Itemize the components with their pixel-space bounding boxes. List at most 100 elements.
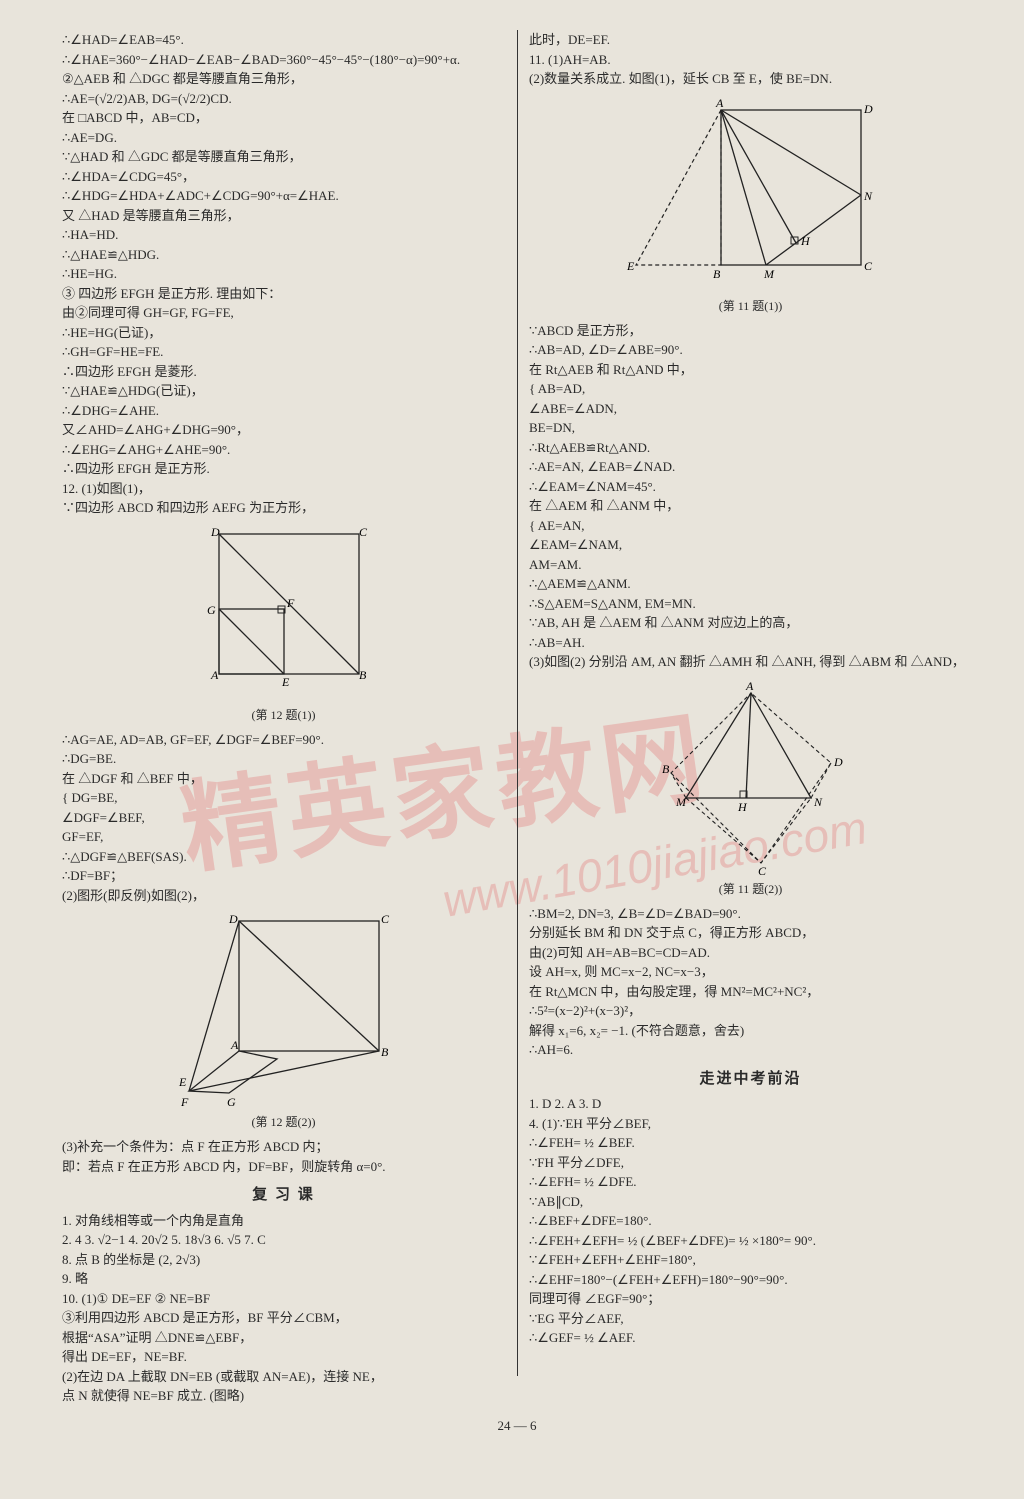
svg-text:C: C <box>359 525 368 539</box>
text-line: BE=DN, <box>529 418 972 438</box>
svg-text:C: C <box>864 259 873 273</box>
zk-item: 1. D 2. A 3. D <box>529 1094 972 1114</box>
text-line: ∵AB, AH 是 △AEM 和 △ANM 对应边上的高， <box>529 613 972 633</box>
svg-text:C: C <box>381 912 390 926</box>
figure-12-2: D C B A E F G <box>62 911 505 1111</box>
text-line: ∴∠HDG=∠HDA+∠ADC+∠CDG=90°+α=∠HAE. <box>62 186 505 206</box>
text-line: ∴∠HAD=∠EAB=45°. <box>62 30 505 50</box>
zk-item: ∴∠FEH+∠EFH= ½ (∠BEF+∠DFE)= ½ ×180°= 90°. <box>529 1231 972 1251</box>
text-line: ∴∠HAE=360°−∠HAD−∠EAB−∠BAD=360°−45°−45°−(… <box>62 50 505 70</box>
review-item: (2)在边 DA 上截取 DN=EB (或截取 AN=AE)，连接 NE， <box>62 1367 505 1387</box>
review-item: 10. (1)① DE=EF ② NE=BF <box>62 1289 505 1309</box>
text-line: ∵四边形 ABCD 和四边形 AEFG 为正方形， <box>62 498 505 518</box>
svg-text:B: B <box>713 267 721 281</box>
text-line: 设 AH=x, 则 MC=x−2, NC=x−3， <box>529 962 972 982</box>
text-line: ∠DGF=∠BEF, <box>62 808 505 828</box>
text-line: ∴HE=HG(已证)， <box>62 323 505 343</box>
review-heading: 复 习 课 <box>62 1184 505 1207</box>
text-line: 又 △HAD 是等腰直角三角形， <box>62 206 505 226</box>
zk-item: ∴∠FEH= ½ ∠BEF. <box>529 1133 972 1153</box>
svg-text:G: G <box>227 1095 236 1109</box>
figure-12-2-caption: (第 12 题(2)) <box>62 1113 505 1131</box>
text-line: ∴5²=(x−2)²+(x−3)²， <box>529 1001 972 1021</box>
svg-text:E: E <box>281 675 290 689</box>
zk-item: ∴∠BEF+∠DFE=180°. <box>529 1211 972 1231</box>
zk-item: ∴∠GEF= ½ ∠AEF. <box>529 1328 972 1348</box>
text-line: ∴GH=GF=HE=FE. <box>62 342 505 362</box>
svg-text:A: A <box>210 668 219 682</box>
text-line: ∴HA=HD. <box>62 225 505 245</box>
text-line: ∴△DGF≌△BEF(SAS). <box>62 847 505 867</box>
text-line: ∴HE=HG. <box>62 264 505 284</box>
zk-item: ∵FH 平分∠DFE, <box>529 1153 972 1173</box>
text-line: { AB=AD, <box>529 379 972 399</box>
text-line: 解得 x₁=6, x₂= −1. (不符合题意，舍去) <box>529 1021 972 1041</box>
text-line: ∴△HAE≌△HDG. <box>62 245 505 265</box>
review-item: 点 N 就使得 NE=BF 成立. (图略) <box>62 1386 505 1406</box>
text-line: ∴∠HDA=∠CDG=45°， <box>62 167 505 187</box>
svg-text:H: H <box>800 234 811 248</box>
text-line: { DG=BE, <box>62 788 505 808</box>
text-line: ∴Rt△AEB≌Rt△AND. <box>529 438 972 458</box>
zk-item: ∵EG 平分∠AEF, <box>529 1309 972 1329</box>
q12-header: 12. (1)如图(1)， <box>62 479 505 499</box>
svg-text:F: F <box>180 1095 189 1109</box>
text-line: ∴∠EAM=∠NAM=45°. <box>529 477 972 497</box>
text-line: ∴DG=BE. <box>62 749 505 769</box>
review-item: 9. 略 <box>62 1269 505 1289</box>
text-line: 由②同理可得 GH=GF, FG=FE, <box>62 303 505 323</box>
text-line: ∠EAM=∠NAM, <box>529 535 972 555</box>
review-item: 得出 DE=EF，NE=BF. <box>62 1347 505 1367</box>
text-line: ∵ABCD 是正方形， <box>529 321 972 341</box>
figure-12-1: A B C D E F G <box>62 524 505 704</box>
text-line: ∴四边形 EFGH 是菱形. <box>62 362 505 382</box>
svg-text:D: D <box>228 912 238 926</box>
text-line: ∴∠DHG=∠AHE. <box>62 401 505 421</box>
review-item: ③利用四边形 ABCD 是正方形，BF 平分∠CBM， <box>62 1308 505 1328</box>
svg-text:E: E <box>178 1075 187 1089</box>
text-line: 在 △DGF 和 △BEF 中， <box>62 769 505 789</box>
text-line: ∴AB=AH. <box>529 633 972 653</box>
zk-item: ∵AB∥CD, <box>529 1192 972 1212</box>
svg-text:C: C <box>758 864 767 878</box>
review-item: 8. 点 B 的坐标是 (2, 2√3) <box>62 1250 505 1270</box>
svg-text:H: H <box>737 800 748 814</box>
text-line: ∵△HAD 和 △GDC 都是等腰直角三角形， <box>62 147 505 167</box>
text-line: ③ 四边形 EFGH 是正方形. 理由如下： <box>62 284 505 304</box>
text-line: ∴AE=(√2/2)AB, DG=(√2/2)CD. <box>62 89 505 109</box>
text-line: (2)图形(即反例)如图(2)， <box>62 886 505 906</box>
figure-11-1: A D N C M B E H <box>529 95 972 295</box>
svg-text:M: M <box>763 267 775 281</box>
svg-text:D: D <box>863 102 873 116</box>
text-line: { AE=AN, <box>529 516 972 536</box>
svg-text:D: D <box>833 755 843 769</box>
text-line: ∴DF=BF； <box>62 866 505 886</box>
zk-item: 4. (1)∵EH 平分∠BEF, <box>529 1114 972 1134</box>
figure-11-1-caption: (第 11 题(1)) <box>529 297 972 315</box>
text-line: ∴AE=AN, ∠EAB=∠NAD. <box>529 457 972 477</box>
figure-11-2-caption: (第 11 题(2)) <box>529 880 972 898</box>
page-number: 24 — 6 <box>50 1416 984 1436</box>
svg-text:A: A <box>230 1038 239 1052</box>
text-line: ∴AH=6. <box>529 1040 972 1060</box>
text-line: ②△AEB 和 △DGC 都是等腰直角三角形， <box>62 69 505 89</box>
text-line: ∴BM=2, DN=3, ∠B=∠D=∠BAD=90°. <box>529 904 972 924</box>
text-line: 即：若点 F 在正方形 ABCD 内，DF=BF，则旋转角 α=0°. <box>62 1157 505 1177</box>
zk-item: ∴∠EFH= ½ ∠DFE. <box>529 1172 972 1192</box>
svg-text:N: N <box>863 189 873 203</box>
svg-text:B: B <box>662 762 670 776</box>
text-line: ∴△AEM≌△ANM. <box>529 574 972 594</box>
text-line: ∠ABE=∠ADN, <box>529 399 972 419</box>
svg-text:A: A <box>715 96 724 110</box>
text-line: (3)补充一个条件为：点 F 在正方形 ABCD 内； <box>62 1137 505 1157</box>
svg-text:E: E <box>626 259 635 273</box>
text-line: 此时，DE=EF. <box>529 30 972 50</box>
page-content: ∴∠HAD=∠EAB=45°. ∴∠HAE=360°−∠HAD−∠EAB−∠BA… <box>0 0 1024 1455</box>
svg-text:M: M <box>675 795 687 809</box>
text-line: 又∠AHD=∠AHG+∠DHG=90°， <box>62 420 505 440</box>
review-item: 根据“ASA”证明 △DNE≌△EBF， <box>62 1328 505 1348</box>
svg-text:N: N <box>813 795 823 809</box>
text-line: 在 □ABCD 中，AB=CD， <box>62 108 505 128</box>
svg-text:G: G <box>207 603 216 617</box>
text-line: GF=EF, <box>62 827 505 847</box>
